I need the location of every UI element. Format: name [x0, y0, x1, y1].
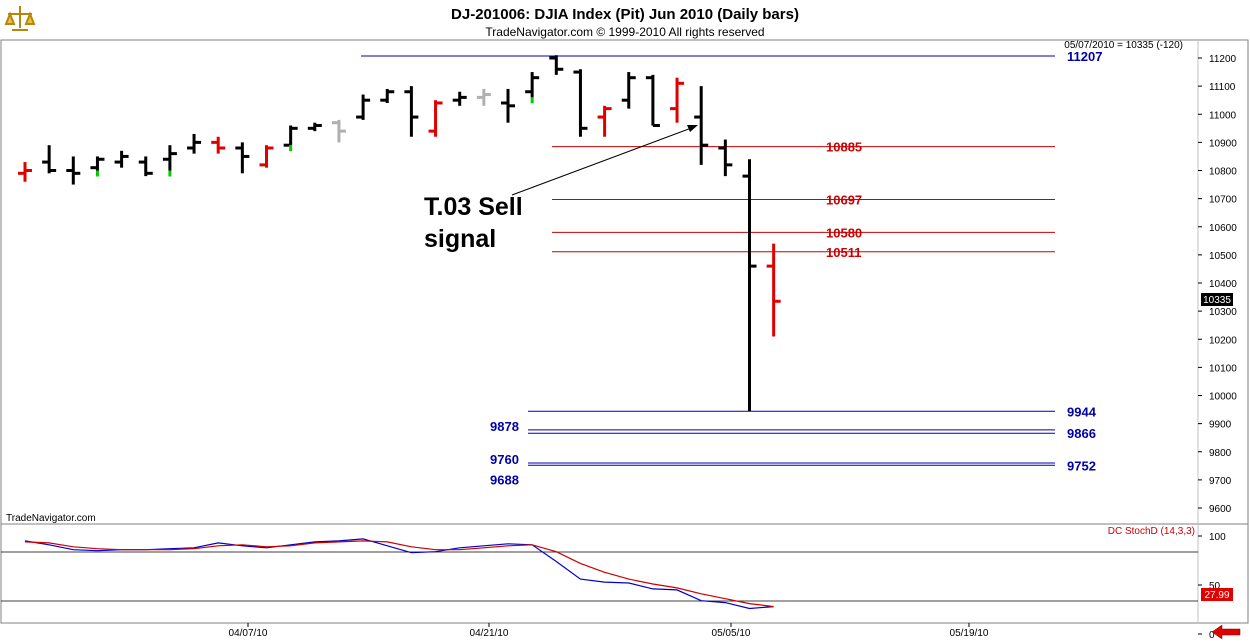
y-tick-label: 11100 [1209, 82, 1236, 93]
stoch-panel-frame [0, 523, 1249, 624]
ohlc-bar [283, 125, 298, 152]
stoch-tick-label: 0 [1209, 630, 1215, 641]
ohlc-bar [428, 100, 443, 137]
price-bars [18, 55, 781, 411]
x-tick-label: 04/21/10 [470, 628, 509, 639]
ohlc-bar [90, 156, 105, 177]
stoch-title: DC StochD (14,3,3) [1108, 526, 1195, 537]
ohlc-bar [138, 156, 153, 177]
stoch-value-label: 27.99 [1204, 590, 1229, 601]
level-label: 9760 [490, 452, 519, 467]
y-tick-label: 9800 [1209, 448, 1232, 459]
ohlc-bar [621, 72, 636, 109]
y-tick-label: 10300 [1209, 307, 1237, 318]
stoch-tick-label: 50 [1209, 581, 1221, 592]
ohlc-bar [718, 139, 733, 177]
ohlc-bar [66, 156, 81, 185]
copyright-text: TradeNavigator.com © 1999-2010 All right… [485, 25, 764, 39]
stoch-lines [24, 538, 774, 610]
ohlc-bar [380, 88, 395, 103]
y-tick-label: 11000 [1209, 110, 1237, 121]
ohlc-bar [18, 162, 32, 182]
watermark-text: TradeNavigator.com [6, 513, 96, 524]
stoch-series-d [24, 540, 774, 608]
ohlc-bar [259, 145, 274, 168]
level-label: 10697 [826, 192, 862, 207]
ohlc-bar [670, 77, 685, 123]
level-label: 10511 [826, 245, 861, 260]
stoch-value-tag [1201, 588, 1233, 601]
y-tick-label: 10900 [1209, 138, 1237, 149]
ohlc-bar [162, 145, 177, 177]
ohlc-bar [211, 136, 226, 154]
y-tick-label: 10200 [1209, 335, 1237, 346]
y-tick-label: 10100 [1209, 363, 1237, 374]
y-tick-label: 10700 [1209, 195, 1237, 206]
ohlc-bar [404, 86, 419, 137]
ohlc-bar [597, 105, 612, 137]
level-lines: 11207 10885 10697 10580 10511 9944 9878 9866 976… [361, 49, 1102, 487]
level-label: 9688 [490, 472, 519, 487]
price-y-axis: 9600 9700 9800 9900 10000 10100 10200 10300 1040… [1198, 54, 1237, 515]
last-value-readout: 05/07/2010 = 10335 (-120) [1064, 40, 1183, 51]
last-price-label: 10335 [1203, 295, 1231, 306]
ohlc-bar [42, 145, 57, 174]
ohlc-bar [187, 133, 202, 154]
ohlc-bar [501, 88, 515, 123]
last-price-tag [1201, 293, 1233, 306]
annotation-line-2: signal [424, 225, 496, 253]
ohlc-bar [476, 88, 491, 106]
annotation-arrowhead-icon [687, 125, 698, 132]
level-label: 10580 [826, 225, 862, 240]
y-tick-label: 10500 [1209, 251, 1237, 262]
ohlc-bar [694, 86, 709, 165]
annotation-line-1: T.03 Sell [424, 193, 523, 221]
x-tick-label: 05/19/10 [950, 628, 989, 639]
level-label: 11207 [1067, 49, 1102, 64]
y-tick-label: 10600 [1209, 223, 1237, 234]
ohlc-bar [331, 119, 346, 143]
ohlc-bar [452, 91, 467, 106]
ohlc-bar [356, 94, 371, 120]
stoch-y-axis: 0 50 100 [1198, 532, 1226, 641]
y-tick-label: 9600 [1209, 504, 1232, 515]
level-label: 9866 [1067, 426, 1096, 441]
price-panel-frame [0, 39, 1249, 525]
y-tick-label: 10000 [1209, 392, 1237, 403]
level-label: 9878 [490, 419, 519, 434]
x-tick-label: 05/05/10 [712, 628, 751, 639]
ohlc-bar [573, 69, 588, 137]
ohlc-bar [645, 74, 660, 127]
level-label: 10885 [826, 140, 862, 155]
y-tick-label: 10400 [1209, 279, 1237, 290]
y-tick-label: 11200 [1209, 54, 1237, 65]
date-x-axis: 04/07/10 04/21/10 05/05/10 05/19/10 [229, 623, 989, 639]
y-tick-label: 9700 [1209, 476, 1232, 487]
level-label: 9944 [1067, 404, 1097, 419]
ohlc-bar [235, 142, 250, 174]
ohlc-bar [766, 243, 781, 337]
stoch-tick-label: 100 [1209, 532, 1226, 543]
ohlc-bar [114, 150, 129, 168]
y-tick-label: 9900 [1209, 420, 1232, 431]
ohlc-bar [549, 55, 564, 75]
ohlc-bar [307, 122, 322, 132]
chart-title: DJ-201006: DJIA Index (Pit) Jun 2010 (Da… [451, 6, 799, 23]
level-label: 9752 [1067, 458, 1096, 473]
annotation-arrow-line [511, 126, 695, 196]
ohlc-bar [742, 159, 757, 411]
ohlc-bar [525, 72, 540, 104]
x-tick-label: 04/07/10 [229, 628, 268, 639]
scroll-right-arrow-icon[interactable] [1211, 624, 1241, 640]
trade-navigator-logo-icon[interactable] [3, 3, 37, 35]
y-tick-label: 10800 [1209, 167, 1237, 178]
